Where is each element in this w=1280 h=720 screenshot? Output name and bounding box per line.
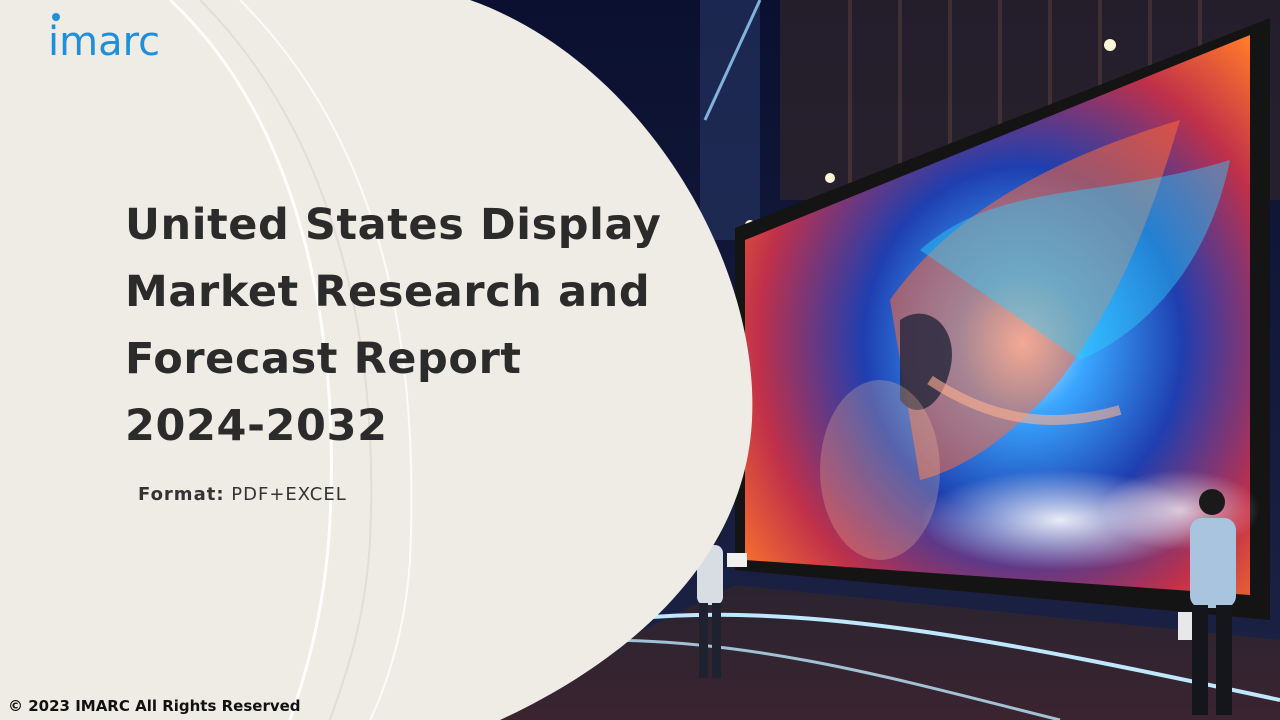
logo-dot <box>52 13 60 21</box>
format-label: Format: <box>138 484 225 505</box>
report-title: United States Display Market Research an… <box>125 200 662 451</box>
format-value: PDF+EXCEL <box>231 484 347 505</box>
report-format: Format: PDF+EXCEL <box>138 484 347 505</box>
copyright-footer: © 2023 IMARC All Rights Reserved <box>8 697 301 715</box>
imarc-logo: imarc <box>48 19 161 65</box>
